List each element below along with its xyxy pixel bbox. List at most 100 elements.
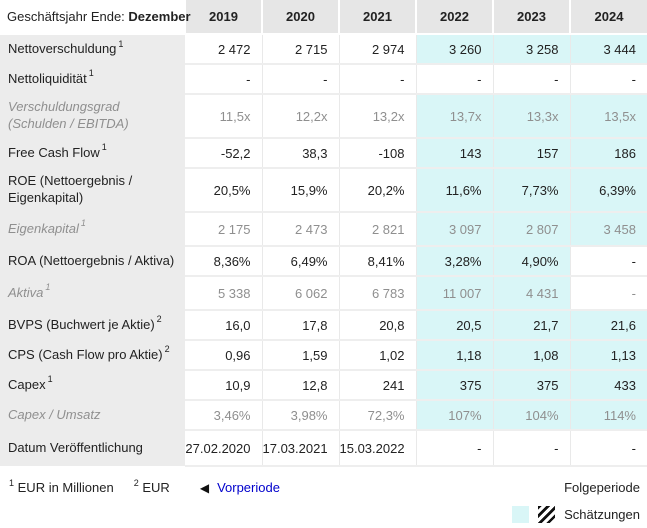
value-cell-estimate: 186 [570, 138, 647, 169]
year-column-header: 2023 [492, 0, 570, 35]
value-cell-estimate: 104% [493, 400, 571, 431]
table-row: Eigenkapital 1 2 175 2 473 2 821 3 097 2 807 3 … [0, 212, 647, 247]
estimate-color-swatch [512, 506, 530, 523]
value-cell: 8,41% [339, 246, 417, 277]
value-cell: 2 175 [185, 212, 263, 247]
table-body: Nettoverschuldung 1 2 472 2 715 2 974 3 260 3 … [0, 34, 647, 467]
value-cell: 6 062 [262, 276, 340, 311]
value-cell-estimate: 7,73% [493, 168, 571, 213]
footnote-1-marker: 1 [9, 477, 15, 488]
row-label: ROA (Nettoergebnis / Aktiva) [0, 246, 185, 276]
value-cell: 11,5x [185, 94, 263, 139]
value-cell: 0,96 [185, 340, 263, 371]
value-cell: 3,46% [185, 400, 263, 431]
table-footer: 1 EUR in Millionen 2 EUR ◀ Vorperiode Fol… [0, 467, 647, 523]
value-cell-estimate: 433 [570, 370, 647, 401]
value-cell-estimate: 13,7x [416, 94, 494, 139]
table-row: ROE (Nettoergebnis / Eigenkapital) 20,5% 1… [0, 168, 647, 213]
estimates-legend: Schätzungen [7, 506, 640, 523]
row-footnote-marker: 1 [88, 68, 94, 79]
value-cell-estimate: 3 260 [416, 34, 494, 65]
value-cell: 38,3 [262, 138, 340, 169]
fiscal-year-end-month: Dezember [128, 9, 191, 24]
value-cell: 17,8 [262, 310, 340, 341]
row-label: Verschuldungsgrad (Schulden / EBITDA) [0, 94, 185, 138]
value-cell-estimate: 6,39% [570, 168, 647, 213]
row-label: Eigenkapital 1 [0, 212, 185, 246]
value-cell-estimate: 11,6% [416, 168, 494, 213]
table-row: ROA (Nettoergebnis / Aktiva) 8,36% 6,49% 8,… [0, 246, 647, 277]
value-cell: - [262, 64, 340, 95]
value-cell: 27.02.2020 [185, 430, 263, 467]
value-cell-estimate: 1,08 [493, 340, 571, 371]
value-cell: 72,3% [339, 400, 417, 431]
value-cell: -108 [339, 138, 417, 169]
row-footnote-marker: 2 [156, 314, 162, 325]
next-period-label: Folgeperiode [564, 480, 640, 495]
value-cell: 6 783 [339, 276, 417, 311]
table-row: Nettoliquidität 1- - - - - - [0, 64, 647, 95]
fiscal-year-label: Geschäftsjahr Ende: [7, 9, 125, 24]
year-column-header: 2024 [569, 0, 647, 35]
year-column-header: 2019 [184, 0, 262, 35]
row-footnote-marker: 1 [101, 142, 107, 153]
value-cell: 12,2x [262, 94, 340, 139]
value-cell-estimate: 13,3x [493, 94, 571, 139]
row-label: Capex 1 [0, 370, 185, 400]
value-cell: - [493, 430, 571, 467]
row-label: Nettoliquidität 1 [0, 64, 185, 94]
value-cell: - [416, 64, 494, 95]
row-label: BVPS (Buchwert je Aktie) 2 [0, 310, 185, 340]
value-cell: 15.03.2022 [339, 430, 417, 467]
table-row: Aktiva 1 5 338 6 062 6 783 11 007 4 431- [0, 276, 647, 311]
value-cell: 20,5% [185, 168, 263, 213]
value-cell-estimate: 3 444 [570, 34, 647, 65]
value-cell-estimate: 11 007 [416, 276, 494, 311]
prev-period-arrow-icon: ◀ [199, 480, 210, 495]
table-row: Free Cash Flow 1 -52,2 38,3 -108 143 157 186 [0, 138, 647, 169]
value-cell-estimate: 21,6 [570, 310, 647, 341]
value-cell: - [493, 64, 571, 95]
value-cell: - [570, 276, 647, 311]
financials-table: Geschäftsjahr Ende: Dezember 2019 2020 202… [0, 0, 647, 467]
value-cell-estimate: 21,7 [493, 310, 571, 341]
value-cell: 15,9% [262, 168, 340, 213]
table-row: Capex / Umsatz 3,46% 3,98% 72,3% 107% 104% 114… [0, 400, 647, 431]
footnote-eur-millions: 1 EUR in Millionen [7, 477, 114, 495]
value-cell-estimate: 3,28% [416, 246, 494, 277]
value-cell: -52,2 [185, 138, 263, 169]
value-cell: - [570, 246, 647, 277]
value-cell-estimate: 114% [570, 400, 647, 431]
value-cell-estimate: 2 807 [493, 212, 571, 247]
value-cell-estimate: 375 [416, 370, 494, 401]
value-cell: 8,36% [185, 246, 263, 277]
value-cell-estimate: 143 [416, 138, 494, 169]
value-cell: 6,49% [262, 246, 340, 277]
value-cell-estimate: 3 097 [416, 212, 494, 247]
year-column-header: 2021 [338, 0, 416, 35]
value-cell: 13,2x [339, 94, 417, 139]
prev-period-link[interactable]: ◀ Vorperiode [200, 480, 280, 495]
table-row: Nettoverschuldung 1 2 472 2 715 2 974 3 260 3 … [0, 34, 647, 65]
value-cell: - [570, 64, 647, 95]
footnote-eur: 2 EUR [132, 478, 170, 495]
estimates-legend-label: Schätzungen [564, 507, 640, 522]
value-cell: 12,8 [262, 370, 340, 401]
estimate-hatch-swatch [538, 506, 556, 523]
row-label: Free Cash Flow 1 [0, 138, 185, 168]
table-row: Datum Veröffentlichung 27.02.2020 17.03.20… [0, 430, 647, 467]
row-label: CPS (Cash Flow pro Aktie) 2 [0, 340, 185, 370]
row-footnote-marker: 1 [118, 38, 124, 49]
value-cell-estimate: 107% [416, 400, 494, 431]
value-cell-estimate: 1,18 [416, 340, 494, 371]
table-row: Capex 1 10,9 12,8 241 375 375 433 [0, 370, 647, 401]
row-label: Capex / Umsatz [0, 400, 185, 430]
year-column-header: 2020 [261, 0, 339, 35]
value-cell: 2 974 [339, 34, 417, 65]
row-label: ROE (Nettoergebnis / Eigenkapital) [0, 168, 185, 212]
fiscal-year-end-header: Geschäftsjahr Ende: Dezember [0, 0, 191, 35]
value-cell: 3,98% [262, 400, 340, 431]
prev-period-label: Vorperiode [217, 480, 280, 495]
value-cell: - [185, 64, 263, 95]
table-row: CPS (Cash Flow pro Aktie) 2 0,96 1,59 1,02 1,… [0, 340, 647, 371]
